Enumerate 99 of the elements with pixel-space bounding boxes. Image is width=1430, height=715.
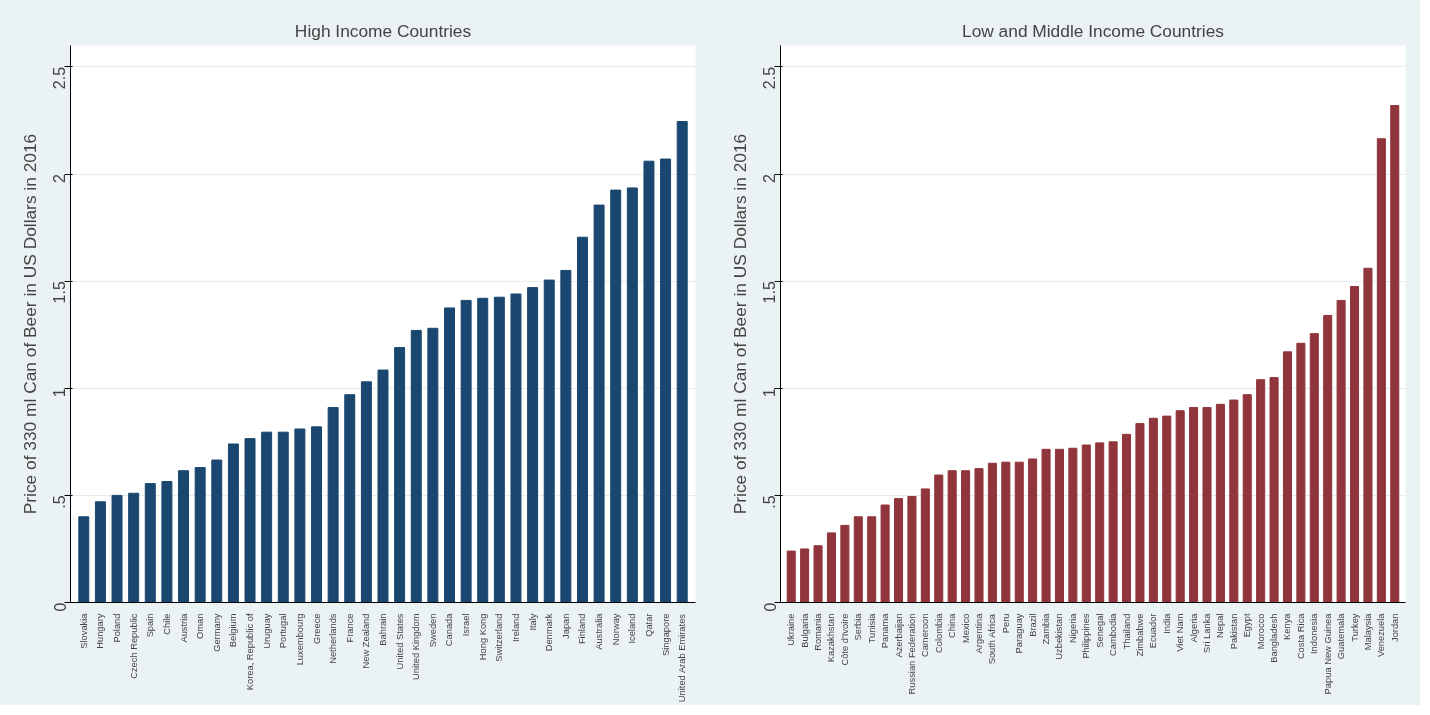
- x-tick-label: Sri Lanka: [1202, 612, 1212, 653]
- x-tick-label: Côte d'Ivoire: [839, 613, 850, 666]
- y-tick-label: 2.5: [761, 66, 779, 90]
- x-tick-label: Senegal: [1094, 613, 1105, 648]
- x-tick-label: Ecuador: [1148, 613, 1159, 649]
- x-tick-label: Zimbabwe: [1134, 613, 1145, 657]
- x-tick-label: Hungary: [95, 613, 106, 649]
- x-tick-label: Norway: [610, 613, 621, 646]
- x-tick-label: Argentina: [974, 612, 984, 654]
- x-tick-label: Venezuela: [1376, 612, 1387, 658]
- x-tick-label: Kenya: [1282, 612, 1293, 640]
- x-tick-label: Costa Rica: [1295, 612, 1306, 660]
- x-tick-label: United States: [394, 613, 405, 670]
- x-tick-label: Serbia: [853, 612, 864, 641]
- x-tick-label: Poland: [112, 613, 123, 643]
- x-tick-label: Colombia: [933, 612, 944, 653]
- y-tick-label: 1: [761, 388, 779, 398]
- x-tick-label: Korea, Republic of: [245, 613, 256, 691]
- x-tick-label: Nepal: [1215, 613, 1226, 638]
- x-tick-label: Tunisia: [866, 612, 877, 644]
- x-tick-label: Cambodia: [1108, 612, 1119, 657]
- y-tick-label: .5: [51, 495, 69, 509]
- x-tick-label: Bahrain: [378, 613, 388, 646]
- x-tick-label: Morocco: [1255, 613, 1266, 650]
- x-tick-label: Bangladesh: [1269, 613, 1280, 663]
- x-tick-label: Finland: [577, 613, 588, 645]
- x-tick-label: United Kingdom: [411, 613, 422, 680]
- x-tick-label: Italy: [527, 613, 538, 631]
- x-tick-label: Panama: [880, 612, 891, 649]
- x-tick-label: Slovakia: [78, 612, 89, 649]
- x-tick-label: New Zealand: [361, 613, 372, 669]
- x-tick-label: Japan: [560, 613, 571, 639]
- x-tick-label: Peru: [1000, 613, 1011, 634]
- x-tick-label: Australia: [594, 612, 605, 650]
- x-tick-label: Bulgaria: [799, 612, 810, 648]
- x-tick-label: Germany: [211, 613, 222, 652]
- x-tick-label: Oman: [195, 613, 206, 639]
- x-tick-label: Malaysia: [1362, 612, 1373, 651]
- x-tick-label: Cameroon: [920, 613, 931, 658]
- x-tick-label: South Africa: [987, 613, 998, 665]
- chart-title: High Income Countries: [294, 20, 472, 41]
- x-tick-label: Uruguay: [261, 613, 272, 649]
- x-tick-label: Mexico: [960, 613, 971, 644]
- x-tick-label: Azerbaijan: [893, 613, 904, 658]
- y-tick-label: 0: [761, 602, 779, 612]
- x-tick-label: Switzerland: [494, 613, 505, 662]
- x-tick-label: Greece: [311, 613, 322, 645]
- x-tick-label: Russian Federation: [906, 613, 917, 695]
- chart-title: Low and Middle Income Countries: [962, 20, 1225, 41]
- y-tick-label: 2.5: [51, 66, 69, 90]
- x-tick-label: Czech Republic: [128, 613, 139, 679]
- x-tick-label: Jordan: [1389, 613, 1400, 643]
- x-tick-label: Philippines: [1081, 613, 1092, 659]
- x-tick-label: Ukraine: [786, 613, 797, 646]
- x-tick-label: Iceland: [627, 613, 638, 644]
- x-tick-label: Ireland: [510, 613, 521, 643]
- x-tick-label: Algeria: [1188, 612, 1199, 643]
- y-tick-label: .5: [761, 495, 779, 509]
- x-tick-label: Papua New Guinea: [1322, 612, 1333, 695]
- x-tick-label: Chile: [161, 613, 172, 635]
- x-tick-label: France: [344, 613, 355, 643]
- y-tick-label: 1.5: [51, 281, 69, 304]
- y-tick-label: 0: [51, 602, 69, 612]
- x-tick-label: Qatar: [643, 613, 654, 637]
- x-tick-label: Paraguay: [1014, 613, 1025, 654]
- x-tick-label: Zambia: [1041, 612, 1052, 645]
- y-tick-label: 1.5: [761, 281, 779, 304]
- x-tick-label: Nigeria: [1067, 612, 1078, 644]
- x-tick-label: Romania: [813, 612, 824, 651]
- y-axis-title: Price of 330 ml Can of Beer in US Dollars in 2016: [729, 133, 750, 515]
- x-tick-label: Hong Kong: [477, 613, 488, 661]
- x-tick-label: Denmark: [544, 613, 555, 652]
- x-tick-label: Luxembourg: [294, 613, 305, 666]
- x-tick-label: Spain: [145, 613, 156, 638]
- x-tick-label: Brazil: [1027, 613, 1038, 637]
- x-tick-label: Canada: [444, 612, 455, 647]
- x-tick-label: China: [947, 612, 958, 638]
- x-tick-label: United Arab Emirates: [677, 613, 688, 703]
- x-tick-label: Viet Nam: [1175, 613, 1186, 652]
- x-tick-label: Singapore: [660, 613, 671, 657]
- x-tick-label: Belgium: [228, 613, 239, 648]
- x-tick-label: Indonesia: [1309, 612, 1320, 654]
- y-axis-title: Price of 330 ml Can of Beer in US Dollars in 2016: [19, 133, 40, 515]
- x-tick-label: Kazakhstan: [826, 613, 837, 663]
- x-tick-label: Thailand: [1121, 613, 1132, 650]
- x-tick-label: Egypt: [1242, 613, 1253, 638]
- x-tick-label: Uzbekistan: [1054, 613, 1065, 660]
- x-tick-label: Turkey: [1349, 613, 1360, 642]
- x-tick-label: Guatemala: [1336, 612, 1347, 660]
- x-tick-label: Portugal: [278, 613, 289, 649]
- y-tick-label: 1: [51, 388, 69, 398]
- x-tick-label: Austria: [178, 612, 189, 643]
- x-tick-label: India: [1161, 612, 1172, 634]
- x-tick-label: Pakistan: [1228, 613, 1239, 650]
- x-tick-label: Sweden: [427, 613, 438, 648]
- y-tick-label: 2: [761, 173, 779, 183]
- x-tick-label: Netherlands: [328, 613, 339, 664]
- y-tick-label: 2: [51, 173, 69, 183]
- x-tick-label: Israel: [461, 613, 472, 637]
